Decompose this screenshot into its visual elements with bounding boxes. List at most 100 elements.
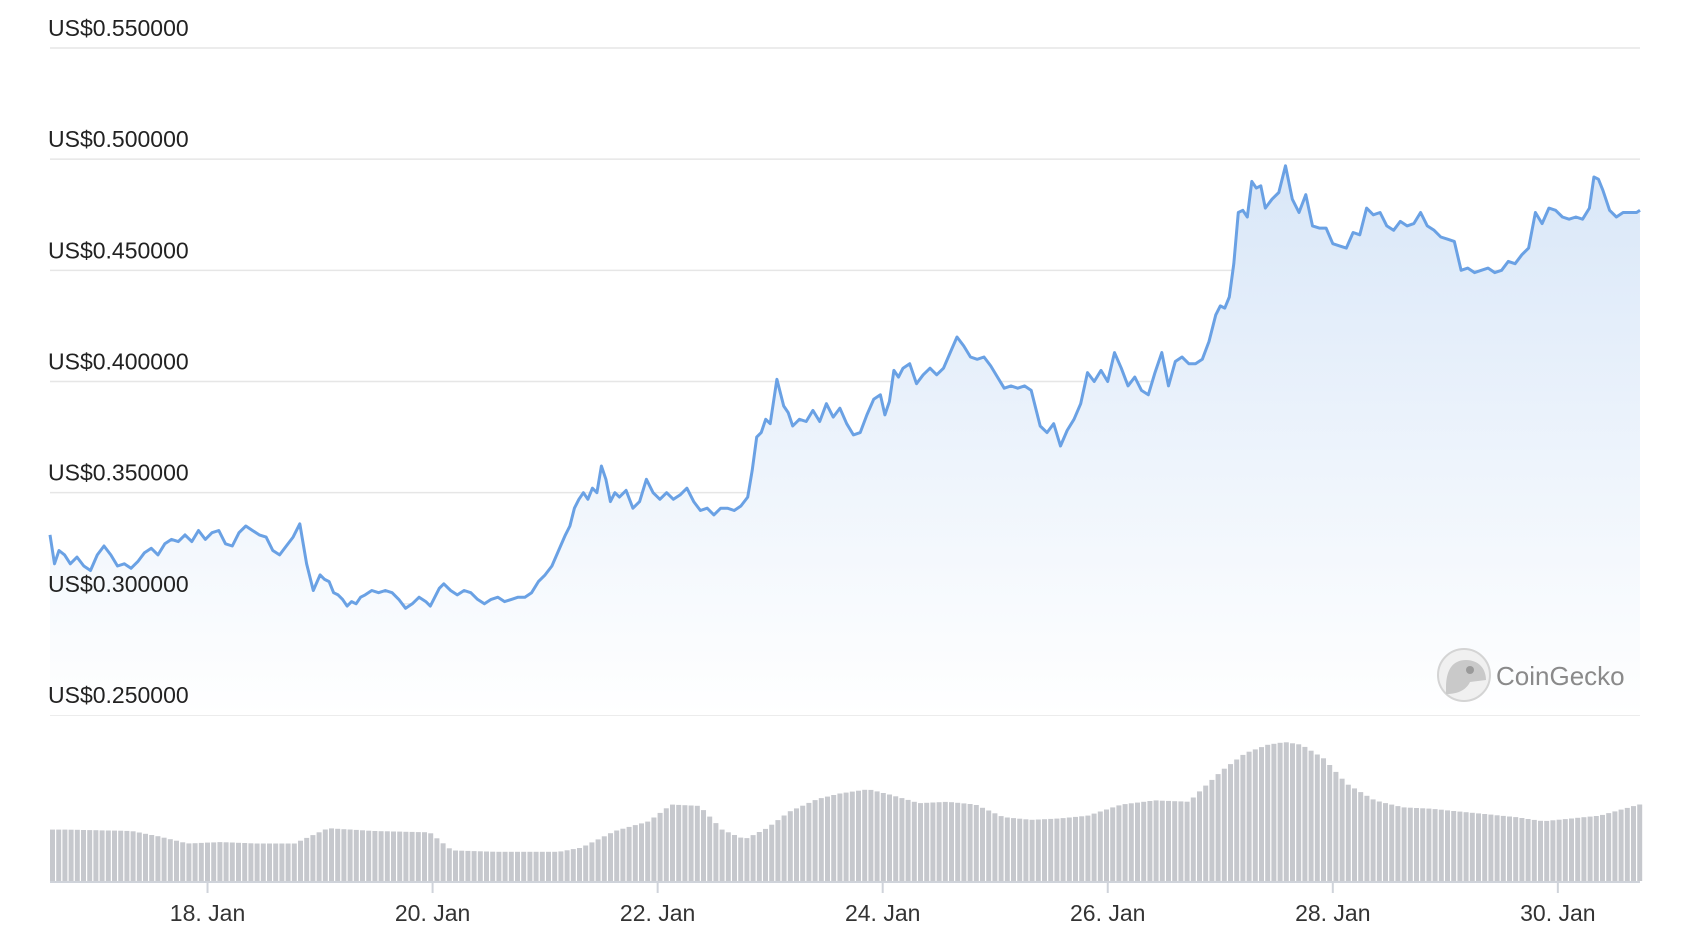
volume-bar — [1302, 746, 1308, 881]
volume-bar — [992, 813, 998, 881]
volume-bar — [205, 842, 210, 881]
volume-bar — [645, 821, 651, 881]
volume-bar — [1575, 817, 1581, 881]
volume-bar — [1135, 802, 1140, 881]
volume-bar — [936, 802, 942, 881]
price-series — [48, 164, 1641, 610]
volume-bar — [298, 840, 303, 881]
volume-bar — [322, 829, 328, 881]
volume-bar — [112, 830, 117, 881]
volume-bar — [533, 851, 539, 881]
volume-bar — [750, 835, 756, 881]
volume-bar — [143, 833, 148, 881]
volume-bar — [211, 842, 217, 881]
watermark-text: CoinGecko — [1496, 661, 1625, 691]
volume-bar — [1048, 818, 1054, 881]
x-tick-label: 30. Jan — [1520, 900, 1595, 926]
volume-bar — [763, 828, 768, 881]
volume-bar — [87, 830, 93, 881]
volume-bar — [608, 833, 613, 881]
volume-bar — [1023, 819, 1029, 881]
volume-bar — [1122, 804, 1128, 881]
gecko-head-icon — [1446, 660, 1486, 694]
volume-bar — [564, 850, 570, 881]
volume-bar — [601, 836, 607, 881]
x-tick-label: 20. Jan — [395, 900, 470, 926]
volume-bar — [1407, 807, 1413, 881]
volume-bar — [1054, 818, 1060, 881]
volume-bar — [310, 835, 316, 881]
volume-bar — [918, 803, 923, 881]
volume-bar — [1252, 749, 1258, 881]
volume-bars — [50, 742, 1643, 881]
price-area — [50, 165, 1640, 716]
y-tick-label: US$0.550000 — [48, 15, 189, 41]
volume-bar — [930, 802, 936, 881]
volume-bar — [273, 843, 279, 881]
volume-bar — [174, 840, 179, 881]
volume-bar — [1066, 817, 1072, 881]
volume-bar — [1364, 795, 1370, 881]
volume-bar — [1116, 805, 1122, 881]
volume-bar — [744, 838, 750, 881]
volume-bar — [1445, 810, 1450, 881]
volume-bar — [248, 843, 254, 881]
volume-bar — [74, 829, 80, 881]
volume-bar — [1488, 814, 1494, 881]
volume-bar — [775, 820, 781, 881]
volume-bar — [229, 842, 235, 881]
x-tick-label: 22. Jan — [620, 900, 695, 926]
volume-bar — [384, 831, 390, 881]
volume-bar — [1476, 813, 1481, 881]
volume-bar — [1463, 812, 1469, 881]
volume-bar — [905, 799, 911, 881]
volume-bar — [1432, 809, 1438, 881]
volume-bar — [831, 795, 837, 881]
volume-bar — [1358, 792, 1364, 881]
volume-bar — [1141, 801, 1147, 881]
volume-bar — [738, 837, 744, 881]
volume-bar — [1544, 820, 1550, 881]
volume-bar — [180, 842, 186, 881]
volume-bar — [1035, 819, 1041, 881]
y-tick-label: US$0.300000 — [48, 571, 189, 597]
volume-bar — [1420, 808, 1426, 881]
volume-bar — [670, 804, 675, 881]
volume-bar — [68, 829, 74, 881]
volume-bar — [1333, 771, 1339, 881]
volume-bar — [707, 816, 713, 881]
volume-bar — [366, 830, 372, 881]
volume-bar — [980, 807, 985, 881]
volume-bar — [632, 825, 638, 881]
volume-bar — [397, 831, 403, 881]
volume-bar — [484, 851, 489, 881]
volume-bar — [986, 810, 992, 881]
price-line — [48, 164, 1641, 610]
volume-bar — [1519, 818, 1525, 881]
volume-bar — [422, 832, 427, 881]
volume-bar — [595, 839, 601, 881]
volume-bar — [329, 828, 334, 881]
volume-bar — [651, 817, 657, 881]
y-axis-labels: US$0.550000 US$0.500000 US$0.450000 US$0.40… — [48, 15, 189, 708]
volume-bar — [1457, 811, 1463, 881]
volume-bar — [167, 839, 173, 881]
volume-bar — [1209, 779, 1215, 881]
y-tick-label: US$0.250000 — [48, 682, 189, 708]
volume-bar — [502, 851, 508, 881]
volume-bar — [1203, 785, 1209, 881]
volume-bar — [192, 843, 198, 881]
coingecko-watermark: CoinGecko — [1437, 648, 1625, 702]
volume-bar — [887, 794, 892, 881]
volume-bar — [1190, 797, 1196, 881]
volume-bar — [81, 830, 86, 881]
volume-bar — [521, 851, 527, 881]
volume-bar — [1612, 811, 1618, 881]
volume-bar — [1339, 778, 1345, 881]
volume-bar — [378, 831, 384, 881]
volume-bar — [1184, 801, 1190, 881]
volume-bar — [304, 837, 310, 881]
volume-bar — [1414, 808, 1419, 881]
volume-bar — [1265, 744, 1271, 881]
volume-bar — [1631, 806, 1636, 881]
